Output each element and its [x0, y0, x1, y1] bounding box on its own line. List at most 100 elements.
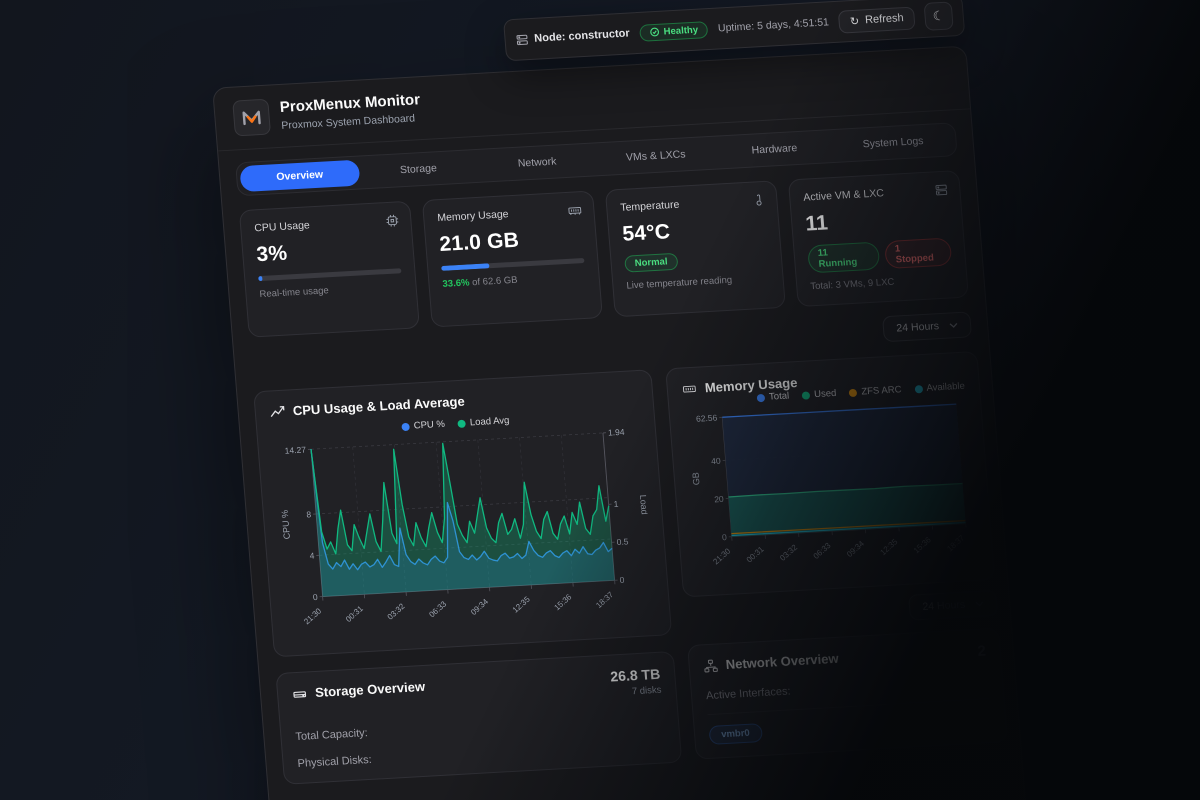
svg-text:40: 40: [711, 456, 722, 466]
temperature-status-badge: Normal: [624, 252, 679, 273]
active-vm-lxc-label: Active VM & LXC: [802, 187, 885, 204]
left-column: CPU Usage & Load Average CPU % Load Avg 0…: [253, 369, 683, 785]
memory-chart-card: Memory Usage Total Used ZFS ARC Available 0…: [665, 350, 996, 598]
total-capacity-label: Total Capacity:: [295, 727, 369, 744]
svg-text:GB: GB: [690, 472, 701, 486]
app-logo: [232, 98, 272, 137]
svg-text:0: 0: [619, 575, 625, 585]
time-range-select[interactable]: 24 Hours: [882, 311, 973, 343]
cpu-usage-value: 3%: [255, 241, 289, 267]
active-interfaces-count: 2: [976, 642, 987, 660]
cpu-usage-label: CPU Usage: [253, 219, 311, 235]
storage-disks-value: 7 disks: [631, 684, 662, 698]
svg-text:CPU %: CPU %: [280, 510, 292, 540]
svg-text:12:35: 12:35: [511, 594, 532, 614]
tab-hardware[interactable]: Hardware: [751, 142, 798, 157]
svg-text:15:36: 15:36: [553, 592, 574, 612]
svg-text:0: 0: [722, 532, 728, 542]
storage-overview-title: Storage Overview: [292, 679, 426, 701]
tab-storage[interactable]: Storage: [399, 162, 438, 177]
memory-usage-caption: 33.6% of 62.6 GB: [442, 271, 586, 290]
svg-text:1: 1: [613, 499, 619, 509]
cpu-progress-bar: [258, 268, 402, 282]
right-column: Memory Usage Total Used ZFS ARC Available 0…: [665, 350, 1009, 760]
svg-text:03:32: 03:32: [386, 601, 407, 621]
active-vm-lxc-value: 11: [804, 211, 829, 236]
network-overview-title: Network Overview: [703, 651, 839, 673]
vm-lxc-caption: Total: 3 VMs, 9 LXC: [809, 276, 895, 293]
refresh-icon: ↻: [849, 15, 860, 28]
svg-text:21:30: 21:30: [302, 606, 323, 626]
theme-toggle-button[interactable]: ☾: [923, 1, 954, 31]
temperature-label: Temperature: [619, 198, 680, 214]
memory-usage-value: 21.0 GB: [438, 228, 520, 257]
svg-text:1.94: 1.94: [608, 427, 626, 438]
tab-vms-lxcs[interactable]: VMs & LXCs: [625, 148, 686, 164]
svg-text:62.56: 62.56: [696, 413, 718, 424]
cpu-usage-card: CPU Usage 3% Real-time usage: [238, 200, 420, 338]
refresh-button[interactable]: ↻ Refresh: [837, 6, 916, 34]
interface-badge: vmbr0: [708, 723, 763, 745]
legend-item: Available: [914, 381, 965, 395]
chevron-down-icon: [949, 322, 958, 328]
content-columns: CPU Usage & Load Average CPU % Load Avg 0…: [253, 350, 1009, 785]
health-badge: Healthy: [638, 20, 709, 42]
tab-overview[interactable]: Overview: [239, 159, 361, 193]
svg-text:4: 4: [309, 551, 315, 561]
stat-cards-row: CPU Usage 3% Real-time usage Memory Usag…: [238, 170, 969, 338]
node-name: Node: constructor: [533, 27, 631, 45]
storage-summary: 26.8 TB 7 disks: [610, 666, 662, 699]
svg-text:21:30: 21:30: [711, 546, 732, 566]
svg-text:09:34: 09:34: [845, 539, 866, 559]
moon-icon: ☾: [932, 7, 946, 24]
cpu-load-chart: 0 4 8 14.27 0 0.5 1 1.94 21:30 00:31 03:32 06:33 09:…: [280, 427, 650, 627]
uptime-text: Uptime: 5 days, 4:51:51: [717, 16, 830, 35]
physical-disks-label: Physical Disks:: [297, 753, 373, 770]
network-icon: [703, 658, 718, 673]
thermometer-icon: [752, 193, 766, 213]
temperature-card: Temperature 54°C Normal Live temperature…: [604, 180, 786, 318]
cpu-usage-caption: Real-time usage: [259, 285, 330, 301]
svg-text:06:33: 06:33: [427, 599, 448, 619]
temperature-caption: Live temperature reading: [626, 274, 733, 292]
cpu-load-chart-card: CPU Usage & Load Average CPU % Load Avg 0…: [253, 369, 673, 658]
running-badge: 11 Running: [807, 241, 881, 274]
memory-total: of 62.6 GB: [469, 274, 519, 289]
app-title-block: ProxMenux Monitor Proxmox System Dashboa…: [279, 91, 421, 131]
stopped-badge: 1 Stopped: [884, 237, 953, 270]
svg-text:18:37: 18:37: [945, 533, 966, 553]
memory-progress-bar: [441, 257, 585, 271]
memory-percent: 33.6%: [442, 277, 470, 290]
svg-text:15:36: 15:36: [912, 535, 933, 555]
tab-system-logs[interactable]: System Logs: [862, 135, 924, 151]
memory-usage-label: Memory Usage: [436, 208, 510, 225]
svg-text:0.5: 0.5: [616, 536, 629, 547]
svg-text:00:31: 00:31: [745, 544, 766, 564]
svg-text:18:37: 18:37: [594, 590, 615, 610]
memory-icon: [681, 381, 697, 396]
svg-text:20: 20: [714, 494, 725, 504]
svg-text:06:33: 06:33: [812, 541, 833, 561]
tab-network[interactable]: Network: [517, 155, 557, 170]
divider: [707, 698, 990, 716]
memory-usage-card: Memory Usage 21.0 GB 33.6% of 62.6 GB: [421, 190, 603, 328]
svg-text:03:32: 03:32: [778, 542, 799, 562]
dashboard-scene: Node: constructor Healthy Uptime: 5 days…: [208, 0, 1038, 800]
svg-text:09:34: 09:34: [469, 597, 490, 617]
storage-overview-card: Storage Overview 26.8 TB 7 disks Total C…: [275, 650, 683, 785]
server-stack-icon: [934, 183, 949, 203]
svg-text:14.27: 14.27: [284, 445, 306, 456]
legend-item: Used: [801, 388, 837, 401]
time-range-select-2[interactable]: 24 Hours: [908, 589, 999, 621]
active-vm-lxc-card: Active VM & LXC 11 11 Running 1 Stopped …: [787, 170, 969, 308]
network-overview-card: Network Overview 2 Active Interfaces: vm…: [687, 627, 1009, 760]
temperature-value: 54°C: [621, 220, 672, 246]
app-window: ProxMenux Monitor Proxmox System Dashboa…: [212, 45, 1038, 800]
svg-text:12:35: 12:35: [878, 537, 899, 557]
chevron-down-icon: [975, 601, 984, 607]
memory-chart: 0 20 40 62.56 21:30 00:31 03:32 06:33 09:34 12:35…: [690, 403, 967, 566]
proxmenux-logo-icon: [242, 110, 261, 126]
memory-ram-icon: [567, 203, 583, 223]
svg-text:Load: Load: [638, 494, 650, 514]
